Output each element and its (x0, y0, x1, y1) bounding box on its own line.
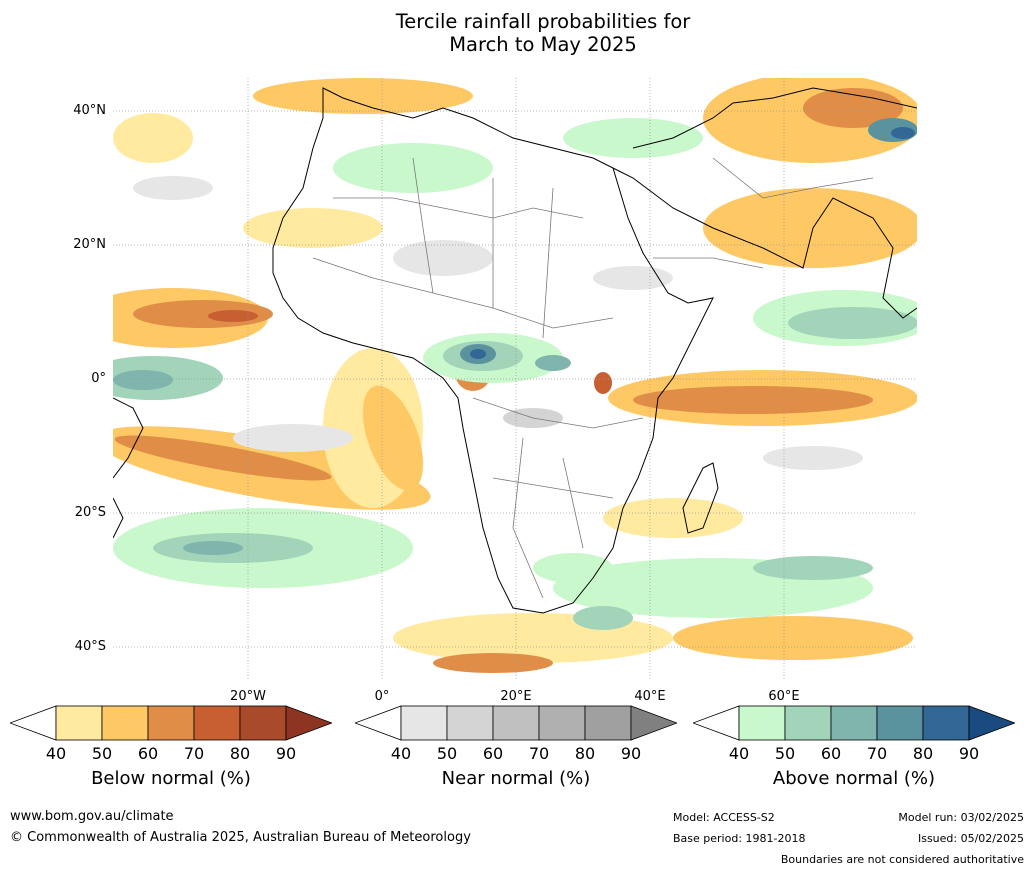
tick-label: 60 (137, 744, 159, 763)
tick-label: 60 (482, 744, 504, 763)
tick-label: 60 (820, 744, 842, 763)
lon-label-20e: 20°E (500, 689, 532, 704)
footer-copyright: © Commonwealth of Australia 2025, Austra… (10, 830, 471, 845)
footer-base-period: Base period: 1981-2018 (673, 832, 806, 845)
tick-label: 70 (866, 744, 888, 763)
tick-label: 70 (528, 744, 550, 763)
colorbar-above-swatches (691, 705, 1017, 741)
colorbar-swatch (922, 705, 970, 741)
colorbar-lower-extension (353, 705, 402, 741)
colorbar-below-normal: 40 50 60 70 80 90 Below normal (%) (8, 705, 334, 789)
colorbar-upper-extension (968, 705, 1017, 741)
tick-label: 50 (436, 744, 458, 763)
lat-label-40s: 40°S (74, 639, 106, 654)
tick-label: 40 (45, 744, 67, 763)
probability-map (113, 78, 917, 680)
colorbar-swatch (538, 705, 586, 741)
colorbar-near-title: Near normal (%) (441, 768, 591, 789)
lon-label-0: 0° (374, 689, 390, 704)
title-line-2: March to May 2025 (449, 33, 637, 56)
colorbar-swatch (193, 705, 241, 741)
colorbar-swatch (492, 705, 540, 741)
lon-label-20w: 20°W (230, 689, 266, 704)
colorbar-above-title: Above normal (%) (772, 768, 936, 789)
tick-label: 50 (774, 744, 796, 763)
colorbar-swatch (55, 705, 103, 741)
tick-label: 50 (91, 744, 113, 763)
colorbar-swatch (876, 705, 924, 741)
footer-disclaimer: Boundaries are not considered authoritat… (780, 853, 1024, 866)
colorbar-swatch (400, 705, 448, 741)
title-line-1: Tercile rainfall probabilities for (395, 10, 691, 33)
lat-label-40n: 40°N (73, 103, 106, 118)
footer-url[interactable]: www.bom.gov.au/climate (10, 809, 174, 824)
below-normal-shading (113, 78, 917, 673)
colorbar-swatch (446, 705, 494, 741)
colorbar-lower-extension (8, 705, 57, 741)
country-borders (312, 157, 874, 599)
colorbar-near-swatches (353, 705, 679, 741)
map-title: Tercile rainfall probabilities for March… (0, 10, 1035, 56)
above-normal-shading (113, 118, 917, 630)
colorbar-swatch (239, 705, 287, 741)
tick-label: 80 (574, 744, 596, 763)
tick-label: 80 (912, 744, 934, 763)
footer-model: Model: ACCESS-S2 (673, 811, 775, 824)
tick-label: 40 (390, 744, 412, 763)
lon-label-60e: 60°E (768, 689, 800, 704)
colorbar-lower-extension (691, 705, 740, 741)
tick-label: 90 (620, 744, 642, 763)
tick-label: 70 (183, 744, 205, 763)
footer-issued: Issued: 05/02/2025 (917, 832, 1024, 845)
colorbar-above-normal: 40 50 60 70 80 90 Above normal (%) (691, 705, 1017, 789)
tick-label: 80 (229, 744, 251, 763)
near-normal-shading (133, 176, 863, 470)
colorbar-swatch (584, 705, 632, 741)
colorbar-swatch (830, 705, 878, 741)
map-panel (113, 78, 917, 680)
colorbar-below-swatches (8, 705, 334, 741)
footer-model-run: Model run: 03/02/2025 (898, 811, 1024, 824)
tick-label: 40 (728, 744, 750, 763)
colorbar-swatch (147, 705, 195, 741)
tick-label: 90 (958, 744, 980, 763)
colorbar-upper-extension (285, 705, 334, 741)
colorbar-swatch (738, 705, 786, 741)
colorbar-swatch (101, 705, 149, 741)
colorbar-swatch (784, 705, 832, 741)
colorbar-near-normal: 40 50 60 70 80 90 Near normal (%) (353, 705, 679, 789)
lat-label-0: 0° (91, 371, 106, 386)
colorbar-upper-extension (630, 705, 679, 741)
tick-label: 90 (275, 744, 297, 763)
colorbar-below-title: Below normal (%) (91, 768, 251, 789)
lon-label-40e: 40°E (634, 689, 666, 704)
lat-label-20s: 20°S (74, 505, 106, 520)
coastlines (113, 87, 917, 614)
lat-label-20n: 20°N (73, 237, 106, 252)
